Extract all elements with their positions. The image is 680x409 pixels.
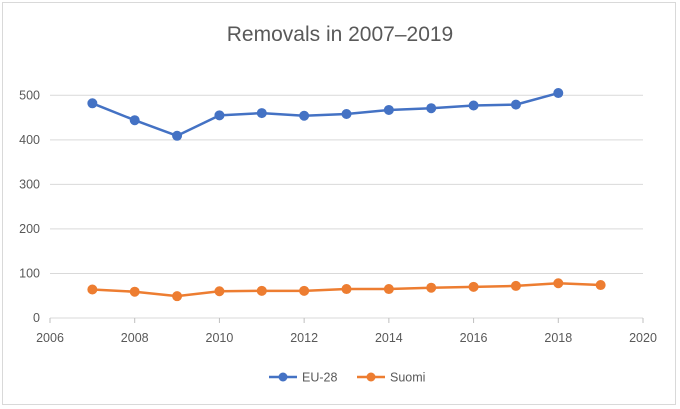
data-point <box>87 98 98 109</box>
data-point <box>510 280 521 291</box>
legend-label: EU-28 <box>302 371 337 385</box>
x-tick-label: 2010 <box>206 331 234 345</box>
chart-frame <box>2 2 676 405</box>
data-point <box>299 110 310 121</box>
x-tick-label: 2018 <box>544 331 572 345</box>
data-point <box>129 286 140 297</box>
data-point <box>299 285 310 296</box>
legend-marker <box>278 372 288 382</box>
legend-label: Suomi <box>390 371 425 385</box>
data-point <box>553 88 564 99</box>
data-point <box>214 110 225 121</box>
data-point <box>426 282 437 293</box>
data-point <box>468 281 479 292</box>
data-point <box>172 291 183 302</box>
x-tick-label: 2008 <box>121 331 149 345</box>
axes: 0 100 200 300 400 500 2006 2008 2010 2012 2014 2016… <box>19 88 657 345</box>
x-tick-label: 2016 <box>460 331 488 345</box>
data-point <box>468 100 479 111</box>
data-point <box>341 108 352 119</box>
data-point <box>129 115 140 126</box>
data-point <box>87 284 98 295</box>
series-layer <box>87 88 606 302</box>
y-tick-label: 200 <box>19 222 40 236</box>
data-point <box>383 284 394 295</box>
y-tick-label: 300 <box>19 177 40 191</box>
y-tick-label: 400 <box>19 133 40 147</box>
legend: EU-28 Suomi <box>269 371 425 385</box>
y-tick-label: 0 <box>33 311 40 325</box>
series-line <box>91 91 560 138</box>
data-point <box>256 108 267 119</box>
x-tick-label: 2014 <box>375 331 403 345</box>
x-tick-label: 2006 <box>36 331 64 345</box>
x-tick-label: 2020 <box>629 331 657 345</box>
chart-title: Removals in 2007–2019 <box>227 23 454 46</box>
legend-marker <box>366 372 376 382</box>
data-point <box>256 285 267 296</box>
legend-item: Suomi <box>357 371 425 385</box>
series-eu-28 <box>87 88 564 141</box>
series-suomi <box>87 278 606 302</box>
data-point <box>341 284 352 295</box>
data-point <box>595 280 606 291</box>
data-point <box>426 103 437 114</box>
data-point <box>510 99 521 110</box>
gridlines <box>50 94 643 319</box>
data-point <box>383 104 394 115</box>
data-point <box>172 130 183 141</box>
x-tick-label: 2012 <box>290 331 318 345</box>
data-point <box>214 286 225 297</box>
data-point <box>553 278 564 289</box>
y-tick-label: 500 <box>19 88 40 102</box>
legend-item: EU-28 <box>269 371 337 385</box>
y-tick-label: 100 <box>19 266 40 280</box>
